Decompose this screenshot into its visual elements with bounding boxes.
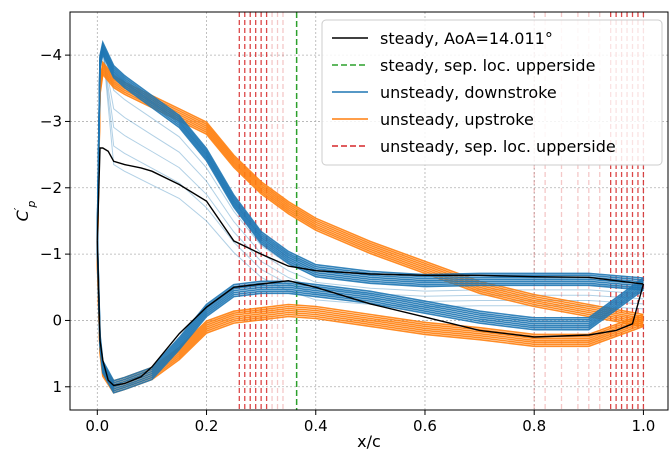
- legend-label: steady, AoA=14.011°: [380, 29, 553, 48]
- upstroke-upper-line: [96, 72, 644, 328]
- y-axis-label-sup: ′: [12, 207, 25, 210]
- steady-lower-line: [96, 240, 645, 387]
- y-axis-label: C′p: [12, 201, 38, 222]
- x-tick-label: 0.8: [522, 417, 546, 435]
- downstroke-lower-line: [96, 244, 644, 392]
- y-tick-label: −1: [40, 245, 62, 263]
- y-tick-label: 0: [52, 311, 62, 329]
- x-tick-label: 0.0: [85, 417, 109, 435]
- legend-label: steady, sep. loc. upperside: [380, 56, 595, 75]
- downstroke-lower-line: [96, 242, 644, 390]
- steady-upper-line: [96, 147, 644, 285]
- y-axis-ticks: −4 −3 −2 −1 0 1: [40, 46, 70, 396]
- downstroke-upper-line: [96, 48, 644, 287]
- legend: steady, AoA=14.011° steady, sep. loc. upp…: [321, 19, 663, 166]
- upstroke-upper-line: [96, 68, 644, 324]
- upstroke-upper-line: [96, 66, 644, 322]
- x-tick-label: 0.6: [413, 417, 437, 435]
- downstroke-upper-line: [96, 43, 644, 283]
- legend-box: [321, 19, 663, 166]
- y-tick-label: −2: [40, 179, 62, 197]
- x-axis-ticks: 0.0 0.2 0.4 0.6 0.8 1.0: [85, 410, 655, 435]
- downstroke-spread-line: [96, 48, 644, 305]
- upstroke-upper-line: [96, 64, 644, 320]
- downstroke-upper-line: [96, 45, 644, 285]
- legend-label: unsteady, upstroke: [380, 110, 534, 129]
- plot-frame: [69, 11, 669, 411]
- y-tick-label: 1: [52, 378, 62, 396]
- legend-label: unsteady, sep. loc. upperside: [380, 137, 616, 156]
- x-axis-label: x/c: [357, 432, 381, 451]
- y-tick-label: −4: [40, 46, 62, 64]
- y-axis-label-main: C: [13, 209, 32, 221]
- y-axis-label-sub: p: [25, 201, 38, 209]
- x-tick-label: 1.0: [631, 417, 655, 435]
- upstroke-upper-line: [96, 70, 644, 326]
- downstroke-lower-line: [96, 234, 644, 382]
- legend-label: unsteady, downstroke: [380, 83, 557, 102]
- downstroke-upper-line: [96, 52, 644, 291]
- downstroke-spread-line: [96, 48, 644, 310]
- x-tick-label: 0.4: [304, 417, 328, 435]
- series-group: [96, 39, 645, 394]
- downstroke-lower-line: [96, 238, 644, 386]
- x-tick-label: 0.2: [195, 417, 219, 435]
- downstroke-upper-line: [96, 50, 644, 289]
- y-tick-label: −3: [40, 112, 62, 130]
- downstroke-upper-line: [96, 39, 644, 279]
- downstroke-lower-line: [96, 246, 644, 394]
